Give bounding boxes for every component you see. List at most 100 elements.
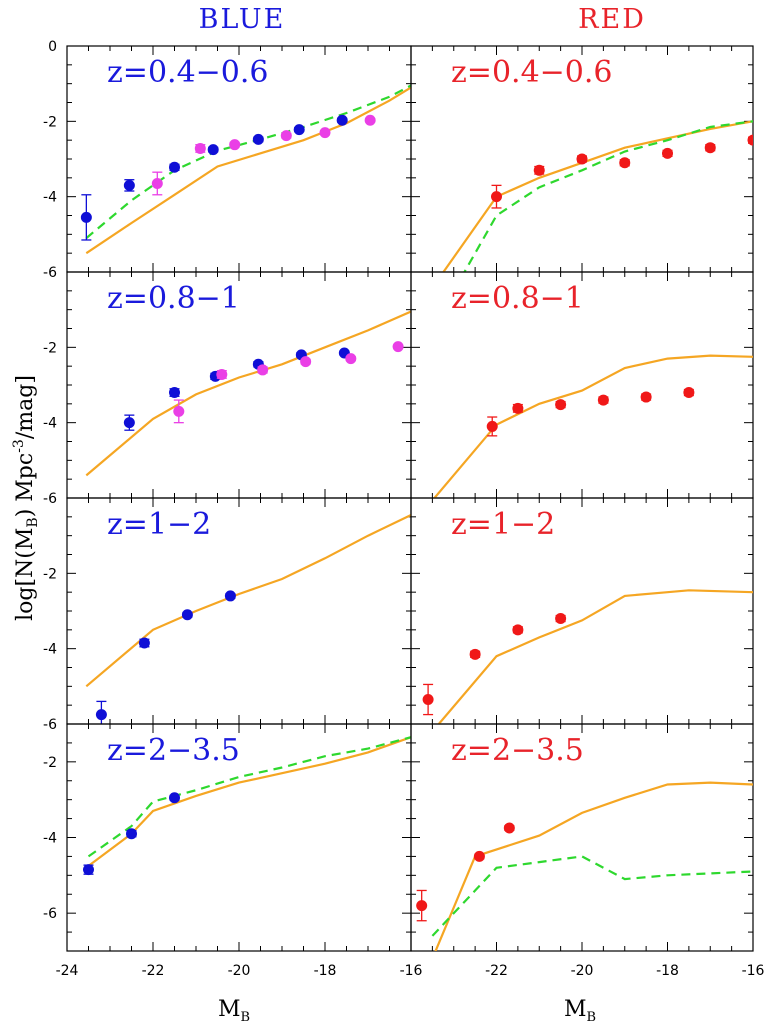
panel-7: -6 -4 -2 -24 -22 -20 -18 -16 z=2−3.5 <box>43 723 423 979</box>
y-tick-label: 0 <box>48 39 57 55</box>
panel-2: z=0.4−0.6 <box>410 45 754 273</box>
plot-area <box>85 310 411 477</box>
plot-area <box>433 354 753 498</box>
data-point <box>512 624 524 636</box>
data-point <box>293 124 305 136</box>
x-tick-label: -22 <box>485 963 508 979</box>
panel-1: -6 -4 -2 0 z=0.4−0.6 <box>43 39 412 281</box>
plot-area <box>422 589 753 724</box>
panel-label: z=2−3.5 <box>451 733 584 768</box>
model-solid-line <box>442 120 753 272</box>
panel-label: z=1−2 <box>451 507 555 542</box>
data-point <box>123 417 135 429</box>
data-point <box>619 157 631 169</box>
y-tick-label: -6 <box>43 491 57 507</box>
panel-3: -6 -4 -2 z=0.8−1 <box>43 271 412 507</box>
data-point <box>683 387 695 399</box>
data-point <box>747 134 753 146</box>
data-point <box>216 368 228 380</box>
model-solid-line <box>85 86 411 255</box>
y-tick-label: -4 <box>43 416 57 432</box>
data-point <box>224 590 236 602</box>
y-tick-label: -6 <box>43 717 57 733</box>
model-solid-line <box>433 354 753 498</box>
x-axis-title-left-sub: B <box>240 1010 250 1025</box>
data-point <box>169 161 180 173</box>
x-axis-title-right-sub: B <box>586 1010 596 1025</box>
model-dashed-line <box>85 84 411 239</box>
data-point <box>392 341 404 353</box>
data-point <box>555 399 567 411</box>
panel-5: -6 -4 -2 z=1−2 <box>43 497 412 733</box>
model-dashed-line <box>87 736 411 858</box>
data-point <box>576 153 588 165</box>
x-axis-title-left: MB <box>218 997 250 1025</box>
column-title-red: RED <box>578 4 646 35</box>
y-axis-title-suffix: /mag] <box>13 375 38 439</box>
data-point <box>229 139 241 151</box>
panels: -6-4-20z=0.4−0.6 z=0.4−0.6-6-4-2z=0.8−1 z=… <box>43 39 764 979</box>
plot-area <box>80 84 411 255</box>
data-point <box>473 850 485 862</box>
model-solid-line <box>434 781 753 951</box>
panel-label: z=1−2 <box>107 507 211 542</box>
data-point <box>512 402 524 414</box>
plot-area <box>85 514 411 724</box>
x-tick-label: -20 <box>228 963 251 979</box>
plot-area <box>442 120 753 272</box>
x-axis-title-right-main: M <box>564 997 587 1022</box>
y-tick-label: -4 <box>43 831 57 847</box>
x-axis-title-left-main: M <box>218 997 241 1022</box>
y-axis-title-sub: B <box>25 517 41 527</box>
data-point <box>597 394 609 406</box>
data-point <box>252 133 264 145</box>
panel-6: z=1−2 <box>410 497 754 725</box>
plot-area <box>83 736 411 876</box>
model-solid-line <box>437 589 753 724</box>
model-dashed-line <box>431 855 753 937</box>
model-dashed-line <box>463 120 753 272</box>
data-point <box>207 144 219 156</box>
y-tick-label: -6 <box>43 906 57 922</box>
y-tick-label: -2 <box>43 566 57 582</box>
data-point <box>123 179 135 191</box>
data-point <box>533 164 545 176</box>
data-point <box>138 637 150 649</box>
data-point <box>95 709 107 721</box>
data-point <box>555 613 567 625</box>
data-point <box>486 420 498 432</box>
data-point <box>364 114 376 126</box>
data-point <box>319 127 331 139</box>
panel-4: z=0.8−1 <box>410 271 754 499</box>
y-tick-label: -4 <box>43 190 57 206</box>
panel-8: -22 -20 -18 -16 z=2−3.5 <box>410 723 764 979</box>
data-point <box>126 828 137 840</box>
data-point <box>151 177 163 189</box>
x-tick-label: -18 <box>314 963 337 979</box>
model-solid-line <box>85 514 411 688</box>
panel-label: z=0.4−0.6 <box>107 55 269 90</box>
x-tick-label: -24 <box>56 963 79 979</box>
data-point <box>181 609 193 621</box>
x-tick-label: -16 <box>742 963 764 979</box>
y-tick-label: -4 <box>43 642 57 658</box>
y-tick-label: -2 <box>43 114 57 130</box>
x-tick-label: -22 <box>142 963 165 979</box>
x-tick-label: -16 <box>400 963 423 979</box>
data-point <box>640 391 652 403</box>
panel-label: z=0.8−1 <box>107 281 240 316</box>
panel-label: z=0.8−1 <box>451 281 584 316</box>
data-point <box>257 364 269 376</box>
data-point <box>422 694 434 706</box>
y-axis-title-mid: ) Mpc <box>13 453 38 518</box>
data-point <box>662 147 673 159</box>
model-solid-line <box>87 736 411 867</box>
column-title-blue: BLUE <box>199 4 286 35</box>
data-point <box>469 648 481 660</box>
data-point <box>169 792 180 804</box>
data-point <box>83 864 94 876</box>
data-point <box>345 353 357 365</box>
plot-area <box>416 781 753 951</box>
data-point <box>300 356 312 368</box>
